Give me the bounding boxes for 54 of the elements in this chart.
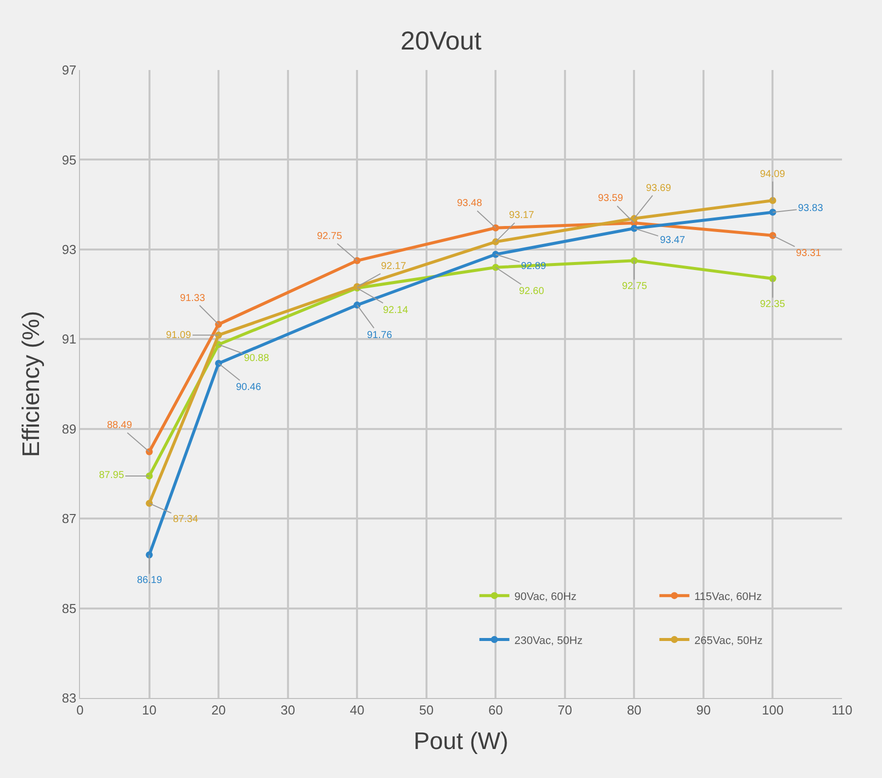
data-label: 92.89 — [521, 261, 546, 272]
point — [354, 302, 361, 309]
legend-label: 115Vac, 60Hz — [694, 590, 762, 603]
x-tick-label: 110 — [832, 702, 852, 718]
data-label: 93.31 — [796, 248, 822, 259]
y-tick-label: 87 — [62, 511, 76, 526]
data-label: 92.17 — [381, 261, 406, 272]
x-tick-label: 0 — [76, 702, 84, 718]
x-tick-label: 20 — [211, 702, 226, 718]
legend-label: 265Vac, 50Hz — [694, 634, 763, 647]
data-label: 91.33 — [180, 293, 206, 304]
data-label: 90.46 — [236, 382, 262, 393]
data-label: 87.34 — [173, 514, 198, 525]
data-label: 87.95 — [99, 470, 124, 481]
y-tick-label: 85 — [62, 600, 76, 616]
data-label: 93.17 — [509, 210, 534, 221]
y-tick-label: 89 — [62, 421, 76, 436]
data-label: 93.83 — [798, 203, 824, 214]
data-label: 91.76 — [367, 330, 392, 341]
data-label: 92.75 — [622, 281, 648, 292]
data-label: 92.75 — [317, 231, 342, 242]
point — [215, 320, 222, 328]
x-tick-label: 60 — [488, 702, 503, 718]
data-label: 90.88 — [244, 353, 270, 364]
chart-title: 20Vout — [400, 25, 482, 56]
data-label: 93.47 — [660, 235, 686, 246]
data-label: 92.60 — [519, 286, 544, 297]
x-tick-label: 80 — [626, 702, 642, 718]
y-tick-label: 97 — [62, 62, 76, 78]
y-tick-label: 95 — [62, 152, 76, 168]
x-tick-label: 90 — [696, 702, 711, 718]
y-tick-label: 91 — [62, 332, 76, 347]
x-tick-label: 10 — [142, 702, 157, 718]
x-tick-label: 30 — [280, 702, 296, 718]
data-label: 93.59 — [598, 193, 624, 204]
data-label: 92.35 — [760, 299, 786, 310]
legend-label: 230Vac, 50Hz — [514, 634, 583, 647]
data-label: 93.48 — [457, 198, 482, 209]
x-axis-title: Pout (W) — [414, 728, 508, 755]
x-tick-label: 50 — [419, 702, 434, 718]
x-tick-label: 40 — [350, 702, 364, 718]
x-tick-label: 70 — [558, 702, 572, 718]
data-label: 91.09 — [166, 330, 192, 341]
y-tick-label: 93 — [62, 242, 76, 257]
point — [215, 332, 222, 339]
y-axis-title: Efficiency (%) — [18, 310, 46, 458]
x-tick-label: 100 — [762, 702, 784, 718]
data-label: 86.19 — [137, 575, 162, 586]
legend-label: 90Vac, 60Hz — [514, 590, 577, 603]
data-label: 88.49 — [107, 420, 132, 431]
y-tick-label: 83 — [62, 690, 76, 706]
data-label: 93.69 — [646, 183, 672, 194]
data-label: 94.09 — [760, 169, 786, 180]
data-label: 92.14 — [383, 305, 408, 316]
